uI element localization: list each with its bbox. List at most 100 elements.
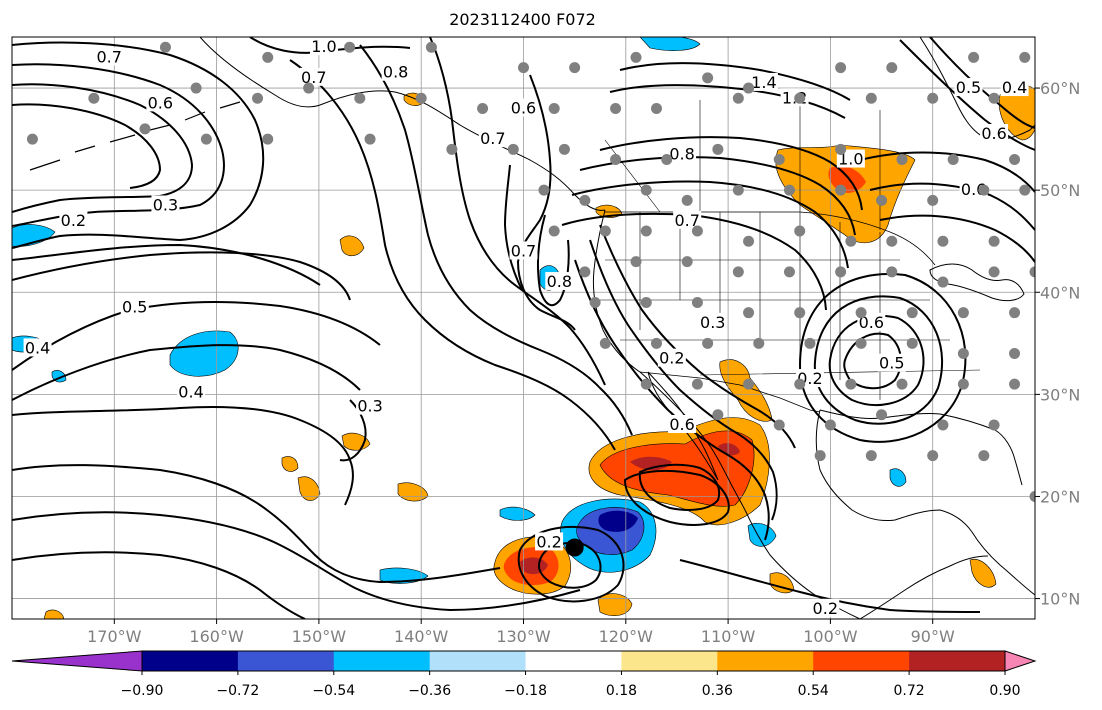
contour-label: 0.6 [511, 98, 536, 117]
station-dot [640, 225, 652, 237]
station-dot [835, 266, 847, 278]
contour-jet-4 [561, 212, 827, 311]
station-dot [743, 378, 755, 390]
contour-label-bg [673, 210, 702, 229]
station-dot [303, 82, 315, 94]
lon-tick-label: 140°W [394, 627, 449, 646]
station-dot [886, 266, 898, 278]
contour-label-bg [535, 532, 564, 551]
contour-label: 0.5 [956, 78, 981, 97]
longitude-labels: 170°W 160°W 150°W 140°W 130°W 120°W 110°W 100°W… [87, 619, 955, 646]
station-dot [610, 102, 622, 114]
contour-label: 0.6 [961, 180, 986, 199]
contour-trough-3 [599, 224, 796, 449]
station-dot [354, 92, 366, 104]
anomaly-blue-gulf [889, 468, 907, 487]
contour-label-bg [381, 62, 410, 81]
colorbar: −0.90 −0.72 −0.54 −0.36 −0.18 0.18 0.36 0.54 0.7… [11, 650, 1037, 699]
station-dot [783, 266, 795, 278]
station-dot [691, 225, 703, 237]
colorbar-segment [717, 651, 814, 671]
contour-mexico-low-1 [638, 463, 720, 511]
colorbar-tick-label: −0.36 [408, 683, 451, 699]
lon-tick-label: 110°W [701, 627, 756, 646]
contour-label-bg [120, 297, 149, 316]
station-dot [794, 92, 806, 104]
station-dot [824, 419, 836, 431]
contour-north-pacific-3 [12, 83, 194, 213]
contour-label: 0.8 [547, 272, 572, 291]
contour-label: 0.7 [96, 47, 121, 66]
station-dot [589, 296, 601, 308]
contour-label-bg [356, 396, 385, 415]
contour-label: 0.3 [357, 397, 382, 416]
station-dot [200, 133, 212, 145]
station-dot [1009, 154, 1021, 166]
station-dot [978, 450, 990, 462]
contour-label-bg [857, 312, 886, 331]
contour-label: 0.4 [178, 382, 203, 401]
contour-label: 0.8 [669, 144, 694, 163]
station-dot [548, 225, 560, 237]
colorbar-frame [141, 650, 1006, 672]
anomaly-pacific-darkred [520, 557, 548, 575]
station-dot [937, 276, 949, 288]
anomaly-orange-118w-south [597, 593, 633, 617]
contour-label: 0.2 [536, 532, 561, 551]
contour-label-bg [877, 353, 906, 372]
colorbar-tick-label: −0.90 [121, 683, 164, 699]
latitude-labels: 60°N 50°N 40°N 30°N 20°N 10°N [1035, 79, 1080, 609]
station-dot [835, 143, 847, 155]
station-dot [661, 154, 673, 166]
contour-labels: 1.0 0.8 0.7 0.7 0.6 0.6 0.7 0.2 0.3 0.5 0.4 0.4 0.3 0… [23, 37, 1029, 618]
station-dot [702, 72, 714, 84]
station-dot [794, 307, 806, 319]
station-dot [896, 378, 908, 390]
lat-tick-label: 60°N [1040, 79, 1080, 98]
contour-label-bg [23, 338, 52, 357]
station-dot [159, 41, 171, 53]
station-dot [252, 92, 264, 104]
contour-0-3 [12, 251, 351, 301]
contour-north-pacific-2 [12, 63, 225, 227]
station-dot [835, 62, 847, 74]
station-dot [558, 143, 570, 155]
station-dot [139, 123, 151, 135]
contour-east-north-2 [899, 39, 1035, 151]
station-dot [876, 194, 888, 206]
station-dot [640, 296, 652, 308]
contour-0-2 [12, 243, 321, 286]
station-dot [1019, 184, 1031, 196]
coastline-aleutians [29, 101, 241, 171]
station-dot [978, 184, 990, 196]
contour-tropical-1 [12, 464, 501, 584]
station-dot [190, 82, 202, 94]
colorbar-tick-label: −0.18 [504, 683, 547, 699]
colorbar-segment [525, 651, 622, 671]
colorbar-segment [237, 651, 335, 671]
station-dot [988, 92, 1000, 104]
station-dot [1009, 378, 1021, 390]
station-dot [640, 378, 652, 390]
station-dot [855, 337, 867, 349]
contour-jet-2 [579, 156, 856, 236]
station-dot [262, 133, 274, 145]
station-dot [743, 82, 755, 94]
station-dot [988, 235, 1000, 247]
station-dot [957, 348, 969, 360]
station-dot [691, 296, 703, 308]
colorbar-segment [909, 651, 1006, 671]
storm-center-marker [565, 538, 584, 557]
colorbar-segment [142, 651, 239, 671]
contour-label: 0.7 [301, 68, 326, 87]
station-dot [906, 307, 918, 319]
colorbar-extend-high [1004, 650, 1037, 672]
lon-tick-label: 170°W [87, 627, 142, 646]
colorbar-segment [813, 651, 910, 671]
anomaly-blue-160w [169, 330, 239, 377]
anomaly-orange-150w [281, 456, 299, 472]
contour-label: 0.7 [674, 211, 699, 230]
station-dot [947, 154, 959, 166]
station-dot [743, 307, 755, 319]
contour-north-pacific-1 [12, 41, 265, 249]
